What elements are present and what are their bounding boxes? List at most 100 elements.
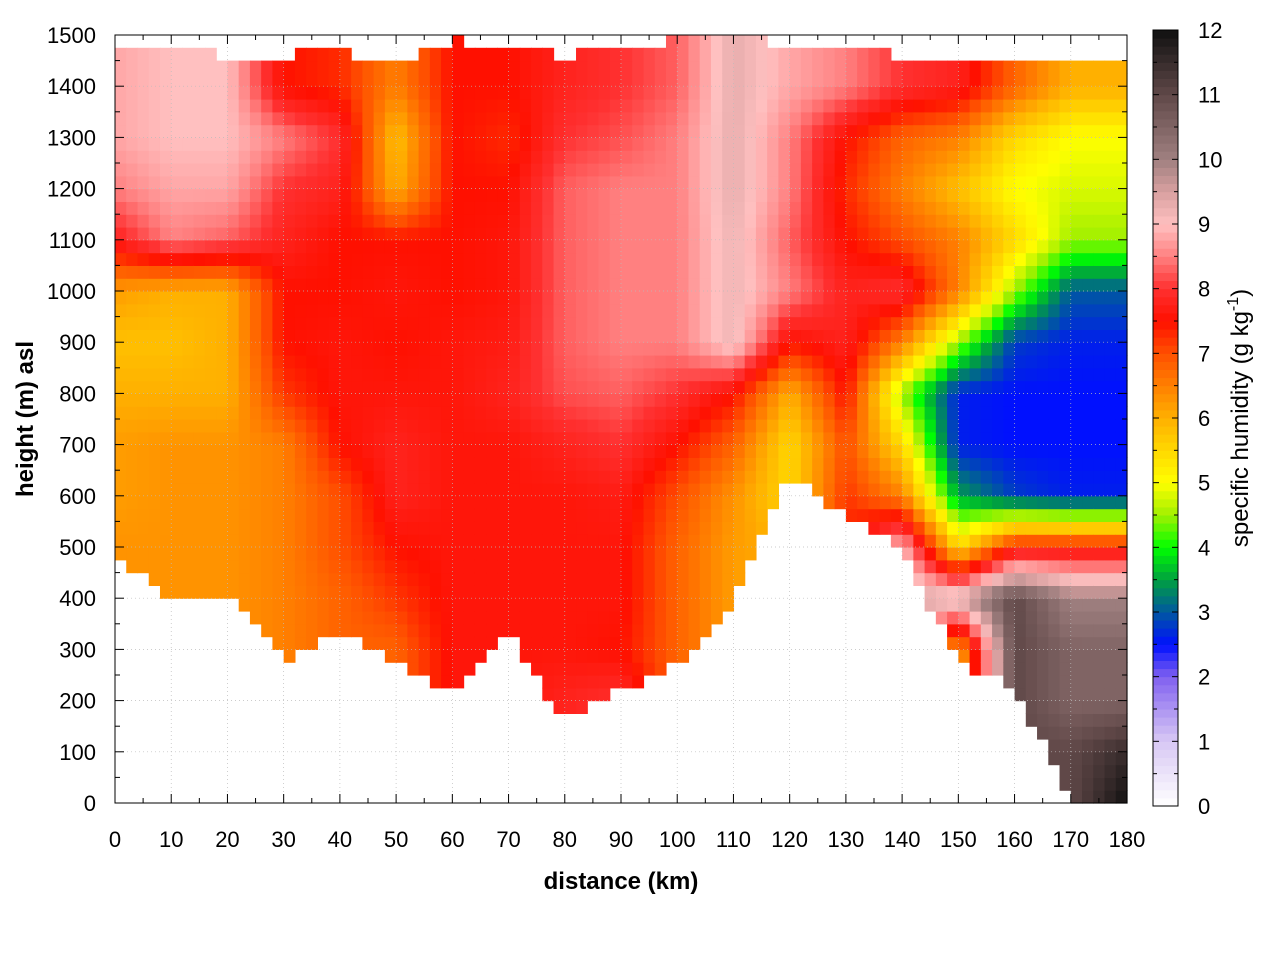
heatmap-cell: [531, 611, 543, 625]
heatmap-cell: [621, 227, 633, 241]
heatmap-cell: [778, 291, 791, 305]
heatmap-cell: [890, 239, 903, 254]
heatmap-cell: [654, 291, 667, 305]
heatmap-cell: [159, 419, 172, 433]
heatmap-cell: [508, 393, 521, 407]
heatmap-cell: [710, 73, 723, 87]
heatmap-cell: [362, 150, 375, 164]
heatmap-cell: [227, 86, 240, 100]
heatmap-cell: [643, 457, 656, 471]
heatmap-cell: [621, 636, 633, 650]
heatmap-cell: [1025, 534, 1038, 548]
heatmap-cell: [823, 252, 836, 266]
heatmap-cell: [845, 99, 858, 113]
heatmap-cell: [1082, 188, 1094, 202]
heatmap-cell: [452, 150, 465, 164]
heatmap-cell: [744, 316, 757, 330]
heatmap-cell: [1059, 303, 1072, 318]
heatmap-cell: [1104, 559, 1117, 574]
heatmap-cell: [553, 291, 566, 305]
heatmap-cell: [857, 265, 869, 279]
heatmap-cell: [992, 547, 1004, 561]
heatmap-cell: [283, 303, 296, 318]
heatmap-cell: [1115, 751, 1128, 766]
heatmap-cell: [980, 175, 993, 190]
heatmap-cell: [812, 73, 824, 87]
heatmap-cell: [508, 470, 521, 484]
heatmap-cell: [980, 547, 993, 561]
heatmap-cell: [317, 457, 330, 471]
heatmap-cell: [452, 137, 465, 151]
heatmap-cell: [857, 60, 869, 74]
heatmap-cell: [1070, 188, 1083, 202]
heatmap-cell: [384, 163, 397, 177]
heatmap-cell: [486, 598, 498, 612]
heatmap-cell: [452, 662, 465, 676]
heatmap-cell: [733, 124, 746, 138]
heatmap-cell: [553, 534, 566, 548]
colorbar-swatch: [1153, 644, 1178, 653]
heatmap-cell: [373, 598, 386, 612]
heatmap-cell: [193, 342, 206, 356]
heatmap-cell: [958, 163, 971, 177]
heatmap-cell: [1115, 329, 1128, 343]
heatmap-cell: [992, 355, 1004, 369]
heatmap-cell: [418, 239, 431, 254]
heatmap-cell: [576, 534, 588, 548]
heatmap-cell: [261, 483, 274, 497]
heatmap-cell: [1115, 342, 1128, 356]
heatmap-cell: [238, 534, 251, 548]
heatmap-cell: [587, 99, 600, 113]
heatmap-cell: [587, 547, 600, 561]
heatmap-cell: [621, 86, 633, 100]
heatmap-cell: [665, 86, 678, 100]
heatmap-cell: [1082, 547, 1094, 561]
heatmap-cell: [598, 623, 611, 638]
heatmap-cell: [429, 598, 442, 612]
heatmap-cell: [722, 559, 735, 574]
heatmap-cell: [1082, 201, 1094, 215]
heatmap-cell: [261, 611, 274, 625]
heatmap-cell: [182, 380, 195, 394]
heatmap-cell: [407, 367, 420, 382]
heatmap-cell: [654, 508, 667, 522]
heatmap-cell: [272, 201, 285, 215]
heatmap-cell: [1014, 252, 1027, 266]
heatmap-cell: [1070, 124, 1083, 138]
heatmap-cell: [722, 137, 735, 151]
heatmap-cell: [486, 367, 498, 382]
heatmap-cell: [632, 495, 645, 510]
heatmap-cell: [924, 86, 937, 100]
heatmap-cell: [800, 393, 813, 407]
heatmap-cell: [935, 252, 948, 266]
heatmap-cell: [621, 47, 633, 62]
heatmap-cell: [677, 252, 690, 266]
heatmap-cell: [339, 303, 352, 318]
heatmap-cell: [643, 470, 656, 484]
heatmap-cell: [351, 265, 363, 279]
heatmap-cell: [913, 188, 926, 202]
heatmap-cell: [1048, 163, 1061, 177]
heatmap-cell: [935, 188, 948, 202]
heatmap-cell: [913, 227, 926, 241]
heatmap-cell: [924, 137, 937, 151]
heatmap-cell: [294, 214, 307, 228]
heatmap-cell: [306, 227, 318, 241]
heatmap-cell: [463, 201, 476, 215]
heatmap-cell: [171, 559, 184, 574]
heatmap-cell: [497, 278, 510, 292]
heatmap-cell: [1025, 444, 1038, 458]
heatmap-cell: [328, 470, 341, 484]
heatmap-cell: [362, 534, 375, 548]
heatmap-cell: [328, 623, 341, 638]
heatmap-cell: [1115, 73, 1128, 87]
heatmap-cell: [587, 316, 600, 330]
heatmap-cell: [272, 329, 285, 343]
heatmap-cell: [958, 316, 971, 330]
heatmap-cell: [452, 444, 465, 458]
heatmap-cell: [429, 406, 442, 420]
colorbar-swatch: [1153, 797, 1178, 807]
heatmap-cell: [429, 111, 442, 126]
heatmap-cell: [1093, 572, 1106, 586]
heatmap-cell: [351, 329, 363, 343]
